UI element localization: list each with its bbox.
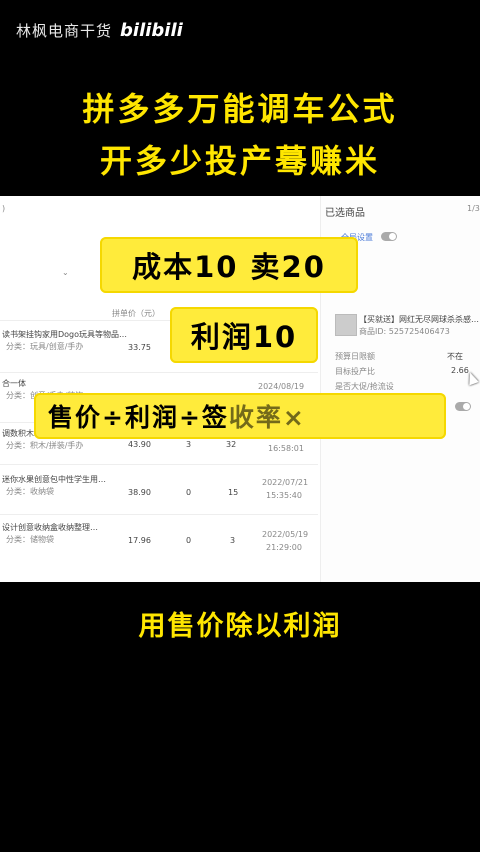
formula-callout: 售价÷利润÷签 收率× — [34, 393, 446, 439]
price-column-header[interactable]: 拼单价（元） — [112, 309, 160, 318]
channel-name: 林枫电商干货 — [16, 22, 113, 40]
bilibili-logo-icon: bilibili — [120, 20, 183, 41]
right-panel-title: 已选商品 — [325, 208, 365, 219]
left-bracket: ) — [2, 204, 6, 213]
row-4-time: 15:35:40 — [266, 491, 302, 500]
row-divider — [0, 514, 318, 515]
row-4-count-b: 15 — [228, 488, 239, 497]
page-indicator: 1/3 — [467, 204, 480, 213]
row-2-date: 2024/08/19 — [258, 382, 305, 391]
right-label-promo: 是否大促/抢流设 — [335, 382, 394, 391]
headline-line-2: 开多少投产蓦赚米 — [99, 142, 380, 180]
bottom-caption: 用售价除以利润 — [138, 611, 342, 642]
profit-callout: 利润10 — [170, 307, 318, 363]
row-3-date: 16:58:01 — [268, 444, 304, 453]
row-4-date: 2022/07/21 — [262, 478, 309, 487]
row-3-count-b: 32 — [226, 440, 237, 449]
right-label-roi: 目标投产比 — [335, 367, 375, 376]
row-3-count-a: 3 — [186, 440, 192, 449]
row-5-date: 2022/05/19 — [262, 530, 309, 539]
row-divider — [0, 464, 318, 465]
global-setting-label: 全局设置 — [341, 233, 373, 242]
right-label-budget: 预算日限额 — [335, 352, 375, 361]
row-divider — [0, 372, 318, 373]
row-3-name[interactable]: 调数积木玩具 — [2, 429, 50, 438]
promo-toggle[interactable] — [455, 402, 471, 411]
headline-line-1: 拼多多万能调车公式 — [82, 90, 398, 128]
channel-header: 林枫电商干货 bilibili — [16, 20, 183, 41]
row-4-count-a: 0 — [186, 488, 192, 497]
right-value-hint: 不在 — [447, 352, 463, 361]
row-5-category: 分类：储物袋 — [6, 535, 54, 544]
right-item-title[interactable]: 【买就送】网红无尽网球杀杀感… — [359, 315, 479, 324]
row-1-name[interactable]: 读书架挂钩家用Dogo玩具等物品… — [2, 330, 128, 339]
formula-main-text: 售价÷利润÷签 — [48, 403, 229, 432]
row-2-name[interactable]: 合一体 — [2, 379, 26, 388]
row-5-price: 17.96 — [128, 536, 151, 545]
mouse-cursor-icon — [465, 370, 479, 386]
row-3-price: 43.90 — [128, 440, 151, 449]
chevron-down-icon[interactable]: ⌄ — [62, 268, 69, 277]
row-5-name[interactable]: 设计创意收纳盒收纳整理… — [2, 523, 98, 532]
row-5-count-b: 3 — [230, 536, 236, 545]
right-value-roi[interactable]: 2.66 — [451, 366, 469, 375]
right-item-id: 商品ID: 525725406473 — [359, 327, 450, 336]
row-4-category: 分类：收纳袋 — [6, 487, 54, 496]
row-divider — [0, 320, 318, 321]
cost-callout: 成本10 卖20 — [100, 237, 358, 293]
row-5-time: 21:29:00 — [266, 543, 302, 552]
product-thumbnail — [335, 314, 357, 336]
row-4-price: 38.90 — [128, 488, 151, 497]
row-1-category: 分类：玩具/创意/手办 — [6, 342, 84, 351]
row-5-count-a: 0 — [186, 536, 192, 545]
row-3-category: 分类：积木/拼装/手办 — [6, 441, 84, 450]
row-1-price: 33.75 — [128, 343, 151, 352]
global-setting-toggle[interactable] — [381, 232, 397, 241]
row-4-name[interactable]: 迷你水果创意包中性学生用… — [2, 475, 106, 484]
formula-faded-text: 收率× — [228, 403, 306, 432]
